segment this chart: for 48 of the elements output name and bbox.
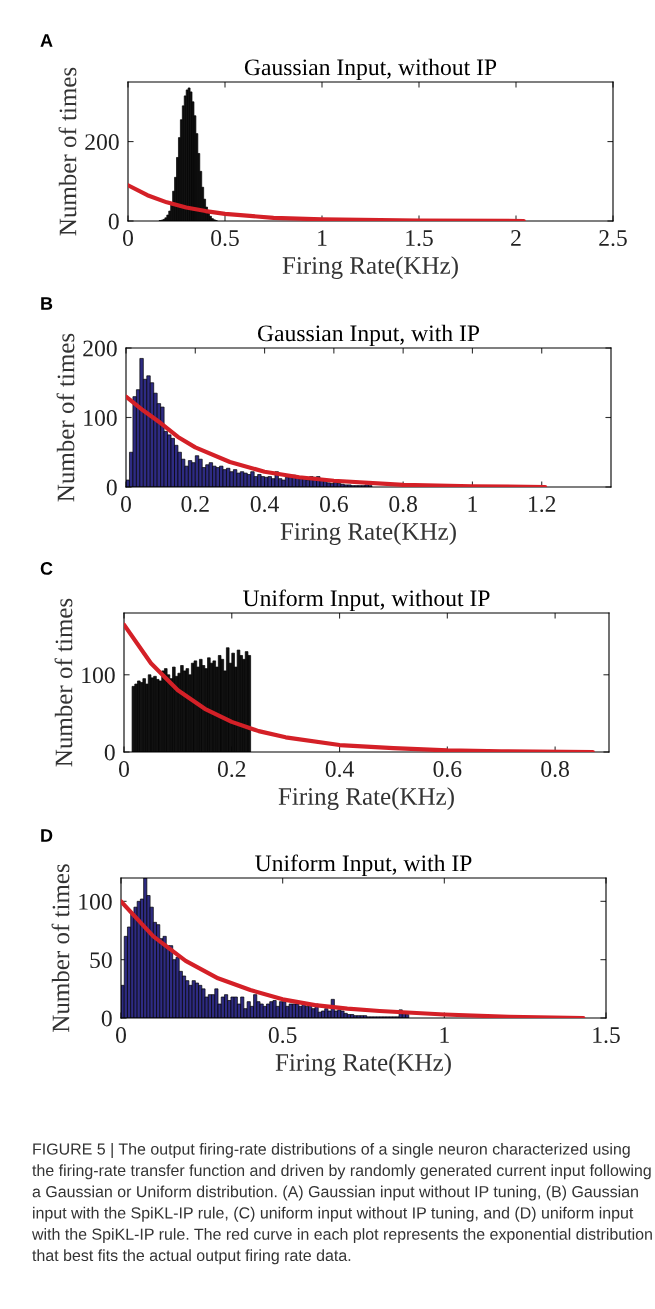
x-tick-label: 1.2 [529,496,556,513]
x-tick-label: 0 [119,761,129,777]
x-tick-label: 0 [121,496,131,512]
text: B [41,297,53,310]
x-tick-label: 1 [318,230,327,246]
y-tick-label: 200 [83,340,117,357]
text: C [40,562,53,575]
y-tick-label: 100 [82,667,115,684]
x-tick-label: 0.5 [211,230,239,247]
y-tick-label: 0 [108,213,119,230]
chart-title: Gaussian Input, with IP [257,324,480,347]
x-tick-label: 0 [123,230,133,246]
x-axis-title: Firing Rate(KHz) [282,256,458,280]
y-axis-title: Number of times [58,67,77,236]
x-tick-label: 1.5 [406,230,433,247]
x-tick-label: 0.2 [181,496,209,513]
y-axis-title: Number of times [56,333,75,502]
x-tick-label: 1 [468,496,477,512]
x-tick-label: 1 [440,1027,449,1043]
x-tick-label: 0.2 [217,761,246,778]
caption: FIGURE 5 | The output firing-rate distributions of a single neuron characterized using the firing-rate transfer function and driven by randomly generated current input following a Gaussian or Uniform distribution. (A) Gaussian input without IP tuning, (B) Gaussian input with the SpiKL-IP rule, (C) uniform input without IP tuning, and (D) uniform input with the SpiKL-IP rule. The red curve in each plot represents the exponential distribution that best fits the actual output firing rate data. [31,1143,652,1265]
x-tick-label: 0.6 [433,761,462,778]
x-tick-label: 0.4 [250,496,279,513]
chart-title: Gaussian Input, without IP [244,58,497,81]
x-tick-label: 0.6 [320,496,348,513]
x-axis-title: Firing Rate(KHz) [278,787,454,811]
y-axis-title: Number of times [54,598,73,767]
x-tick-label: 2.5 [599,230,627,247]
x-axis-title: Firing Rate(KHz) [280,522,456,546]
y-tick-label: 50 [90,952,112,969]
chart-title: Uniform Input, without IP [243,589,490,612]
x-tick-label: 2 [511,230,521,246]
chart-title: Uniform Input, with IP [255,854,472,877]
y-axis-title: Number of times [51,864,70,1032]
y-tick-label: 200 [85,134,119,150]
text: A [40,34,53,47]
x-axis-title: Firing Rate(KHz) [275,1053,451,1077]
y-tick-label: 100 [84,409,117,426]
x-tick-label: 0.8 [389,496,417,513]
y-tick-label: 100 [79,893,112,910]
text: D [41,829,53,842]
x-tick-label: 0.4 [325,761,354,778]
y-tick-label: 0 [104,744,115,761]
y-tick-label: 0 [106,479,117,496]
y-tick-label: 0 [101,1010,112,1027]
x-tick-label: 1.5 [593,1027,620,1044]
x-tick-label: 0.8 [541,761,569,778]
x-tick-label: 0.5 [268,1027,297,1044]
